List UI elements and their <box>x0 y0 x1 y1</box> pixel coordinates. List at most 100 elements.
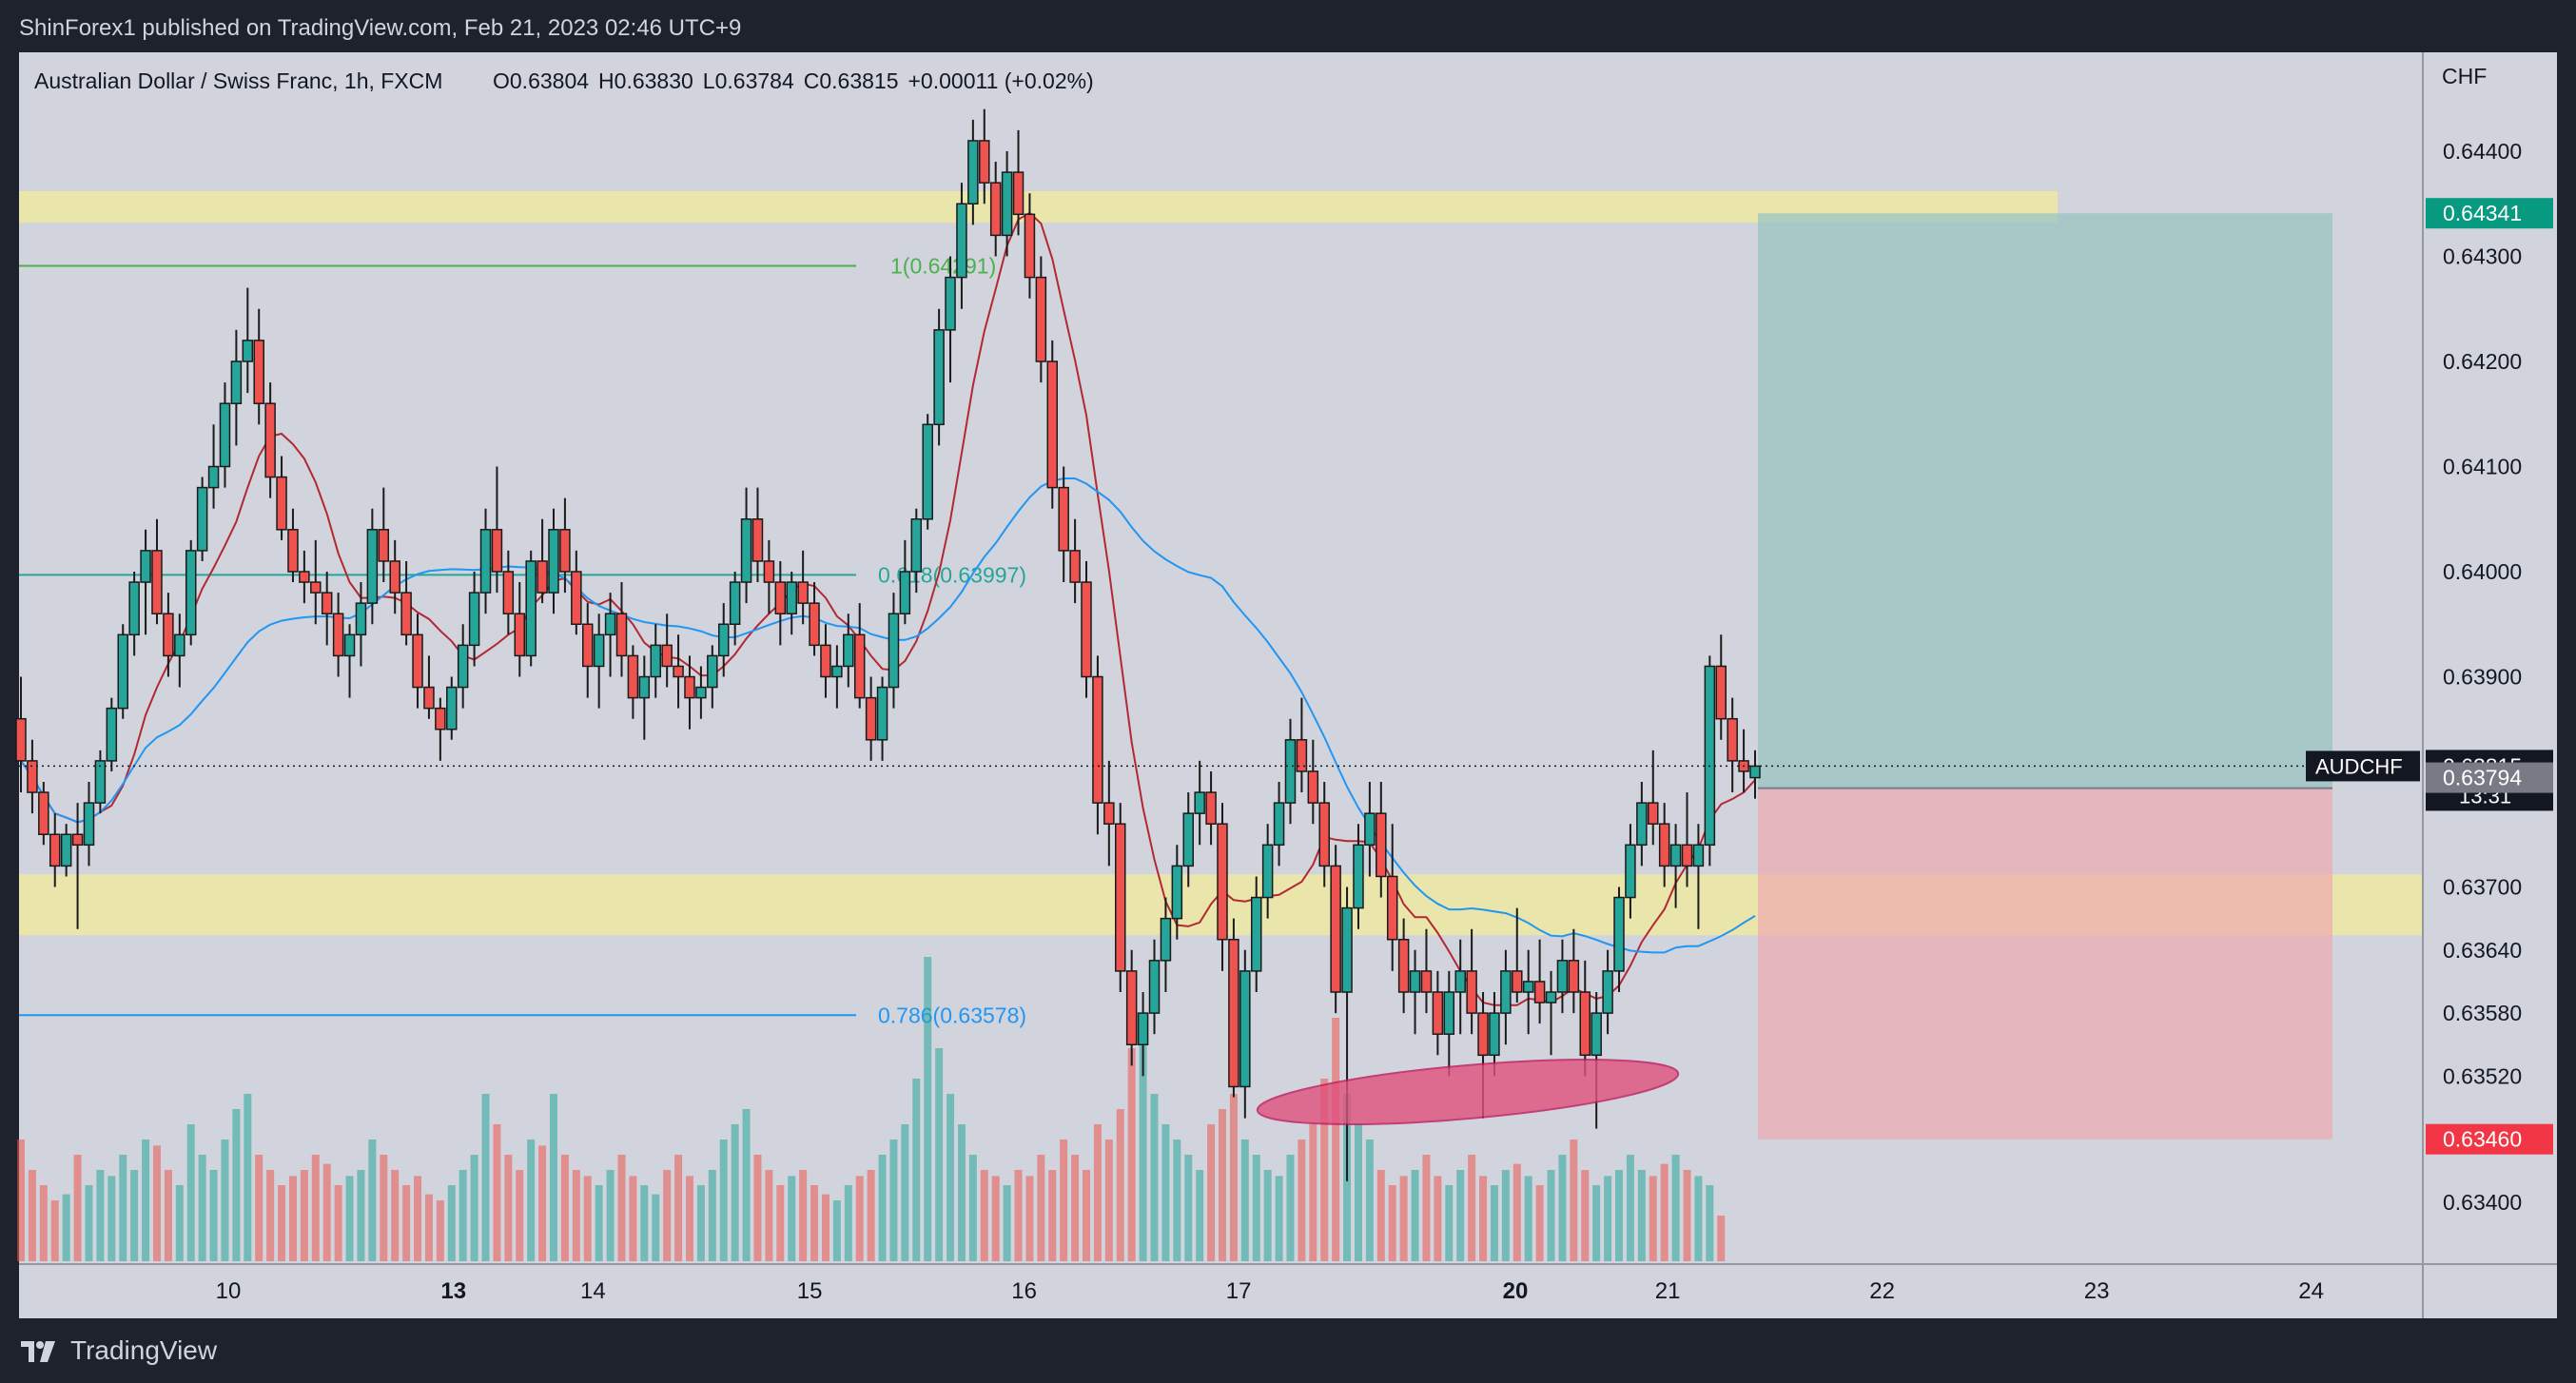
price-tick-label: 0.64300 <box>2443 244 2522 269</box>
candle-body <box>707 654 718 689</box>
time-tick-label: 15 <box>797 1278 823 1304</box>
volume-bar <box>1275 1176 1283 1261</box>
volume-bar <box>1071 1155 1080 1261</box>
candle-body <box>1001 171 1013 237</box>
volume-bar <box>1298 1140 1306 1261</box>
candle-body <box>1092 675 1103 804</box>
candle-body <box>582 623 594 668</box>
candle-body <box>287 529 299 573</box>
volume-bar <box>459 1170 467 1261</box>
volume-bar <box>1717 1216 1726 1261</box>
volume-bar <box>1127 1048 1136 1261</box>
candle-body <box>230 360 243 404</box>
volume-bar <box>595 1185 603 1261</box>
candle-body <box>163 613 174 657</box>
volume-bar <box>50 1200 59 1261</box>
candle-body <box>1443 991 1455 1035</box>
volume-bar <box>402 1185 411 1261</box>
candle-body <box>128 581 140 636</box>
volume-bar <box>322 1163 331 1261</box>
candle-body <box>1284 739 1297 804</box>
volume-bar <box>1184 1155 1193 1261</box>
volume-bar <box>1093 1124 1102 1261</box>
candle-body <box>910 518 923 573</box>
volume-bar <box>924 957 932 1261</box>
stop-price-tag-bg <box>2426 1123 2553 1155</box>
fib-layer: 1(0.64291)0.618(0.63997)0.786(0.63578) <box>19 253 1026 1027</box>
volume-bar <box>1637 1170 1646 1261</box>
candle-body <box>831 665 843 678</box>
volume-bar <box>1332 1018 1340 1261</box>
candle-body <box>1590 1012 1602 1057</box>
slow-ma-line <box>20 477 1756 954</box>
volume-bar <box>130 1170 139 1261</box>
volume-bar <box>334 1185 342 1261</box>
volume-bar <box>696 1185 705 1261</box>
footer-brand[interactable]: TradingView <box>19 1330 217 1372</box>
candle-body <box>1160 917 1172 962</box>
target-area <box>1758 213 2332 789</box>
candle-body <box>94 760 107 804</box>
volume-bar <box>1139 1033 1147 1261</box>
candle-body <box>1296 739 1308 772</box>
volume-bar <box>821 1194 829 1261</box>
candle-body <box>366 529 379 604</box>
candle-body <box>1533 981 1546 1003</box>
candle-body <box>1386 875 1398 941</box>
volume-bar <box>1003 1185 1011 1261</box>
candle-body <box>989 182 1002 237</box>
volume-bar <box>414 1176 422 1261</box>
candle-body <box>1512 970 1523 993</box>
stop-area <box>1758 788 2332 1140</box>
resistance-zone <box>19 190 2058 224</box>
candle-body <box>71 833 84 847</box>
volume-bar <box>368 1140 377 1261</box>
volume-bar <box>1683 1170 1691 1261</box>
price-axis-area <box>2424 52 2557 1263</box>
candle-body <box>945 276 956 331</box>
volume-bar <box>980 1170 988 1261</box>
volume-bar <box>1173 1140 1181 1261</box>
candle-body <box>865 696 877 741</box>
time-tick-label: 10 <box>216 1278 242 1304</box>
volume-bar <box>1286 1155 1295 1261</box>
volume-bar <box>855 1176 864 1261</box>
volume-bar <box>28 1170 36 1261</box>
candle-body <box>1194 791 1205 814</box>
candle-body <box>559 529 571 573</box>
candle-body <box>548 529 559 594</box>
volume-bar <box>810 1185 819 1261</box>
volume-bar <box>719 1140 728 1261</box>
candle-body <box>717 623 730 657</box>
volume-bar <box>1411 1170 1419 1261</box>
candle-body <box>650 644 661 678</box>
candle-body <box>638 675 651 699</box>
candle-body <box>1727 717 1738 762</box>
volume-bar <box>788 1176 796 1261</box>
volume-bar <box>1626 1155 1634 1261</box>
candle-body <box>1137 1012 1149 1045</box>
candle-body <box>1704 665 1716 847</box>
candle-body <box>1125 970 1138 1046</box>
candle-body <box>1217 823 1228 941</box>
candle-body <box>1081 581 1092 678</box>
volume-bar <box>1388 1185 1396 1261</box>
candle-body <box>1681 844 1693 867</box>
time-tick-label: 22 <box>1869 1278 1895 1304</box>
volume-bar <box>1570 1140 1578 1261</box>
volume-bar <box>889 1140 898 1261</box>
volume-bar <box>481 1094 490 1261</box>
candle-body <box>299 571 310 583</box>
candle-body <box>786 581 797 614</box>
volume-bar <box>1558 1155 1567 1261</box>
volume-bar <box>1422 1155 1431 1261</box>
candle-body <box>1602 970 1613 1014</box>
price-tick-label: 0.63520 <box>2443 1063 2522 1088</box>
volume-bar <box>391 1170 400 1261</box>
volume-bar <box>1694 1176 1703 1261</box>
candle-body <box>400 592 412 636</box>
candle-body <box>1397 939 1410 993</box>
volume-bar <box>278 1185 286 1261</box>
volume-bar <box>799 1170 808 1261</box>
